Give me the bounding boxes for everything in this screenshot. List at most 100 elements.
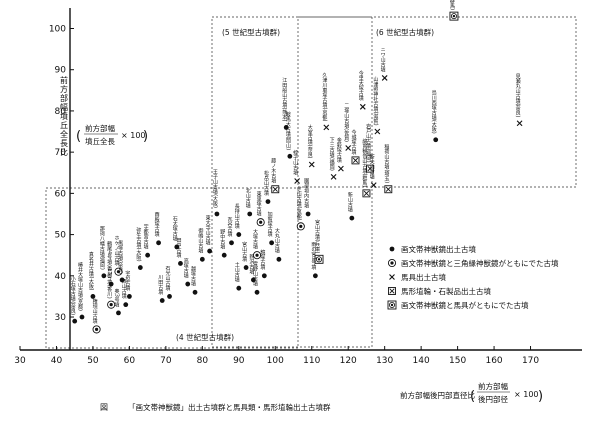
- x-tick-label: 170: [522, 356, 539, 366]
- point-label: 雪野山古墳: [252, 261, 258, 287]
- point-label: 大室古墳(奈良): [307, 124, 313, 159]
- data-point: [265, 199, 271, 205]
- data-point: [308, 161, 315, 168]
- y-formula-multiplier: × 100: [121, 131, 146, 140]
- x-formula-multiplier: × 100: [514, 390, 539, 399]
- data-point: [229, 240, 234, 246]
- point-label: 江田船山古墳(熊本): [281, 77, 287, 122]
- point-label: 土山古墳: [234, 262, 240, 284]
- data-point: [90, 294, 96, 299]
- y-tick-label: 90: [55, 66, 67, 76]
- data-point: [366, 164, 375, 173]
- legend-label: 画文帯神獣鏡と三角縁神獣鏡がともにでた古墳: [401, 258, 559, 268]
- data-point: [370, 182, 377, 189]
- data-point: [72, 318, 78, 324]
- region-4th-century: [45, 187, 299, 349]
- x-tick-label: 110: [303, 356, 320, 366]
- x-tick-label: 140: [413, 356, 430, 366]
- point-label: 宇都宮古墳: [143, 224, 149, 251]
- data-point: [269, 240, 275, 246]
- data-point: [214, 211, 220, 217]
- point-label: 新沢古墳: [248, 253, 254, 275]
- point-label: 13号墳(香川): [106, 268, 112, 298]
- data-point: [199, 256, 205, 262]
- point-label: 今城塚古墳: [350, 129, 356, 156]
- x-tick-label: 70: [160, 356, 172, 366]
- point-label: 下三古墳(福岡): [329, 137, 335, 171]
- x-tick-label: 60: [124, 356, 136, 366]
- point-label: 権現山古墳: [92, 298, 98, 325]
- data-point: [516, 120, 523, 127]
- legend-label: 馬具出土古墳: [401, 272, 446, 282]
- point-label: 加賀塚古墳: [267, 211, 273, 238]
- point-label: 野中古墳: [219, 229, 225, 251]
- point-label: 新山古墳: [347, 191, 353, 213]
- point-label: 東車塚古墳: [256, 191, 262, 218]
- data-point: [296, 222, 305, 231]
- data-point: [126, 294, 132, 299]
- y-ticks: 30 40 50 60 70 80 90 100: [49, 24, 74, 323]
- y-tick-label: 60: [55, 189, 67, 199]
- group-label-5th: (5 世紀型古墳群): [222, 27, 280, 37]
- data-point: [192, 289, 198, 295]
- y-axis-title: 前方部幅墳丘全長比: [60, 75, 69, 157]
- x-formula-open: (: [470, 389, 475, 404]
- y-formula-denominator: 墳丘全長: [85, 136, 115, 146]
- data-point: [271, 185, 280, 194]
- point-label: 見瀬丸山古墳(奈良): [515, 73, 521, 117]
- legend: 画文帯神獣鏡出土古墳画文帯神獣鏡と三角縁神獣鏡がともにでた古墳馬具出土古墳馬形埴…: [387, 244, 559, 310]
- point-label: 田中古墳: [175, 237, 181, 258]
- data-point: [207, 248, 213, 254]
- data-points: [72, 11, 523, 334]
- data-point: [108, 281, 114, 287]
- y-tick-label: 70: [55, 148, 67, 158]
- point-label: 八幡観音塚古墳(群馬): [449, 0, 455, 10]
- data-point: [330, 173, 337, 180]
- data-point: [178, 261, 183, 266]
- data-point: [174, 244, 180, 250]
- y-axis-label: 前方部幅墳丘全長比: [60, 75, 69, 157]
- y-formula-close: ): [143, 129, 148, 144]
- group-label-4th: (4 世紀型古墳群): [176, 332, 234, 342]
- point-label: ホケノ山古墳: [113, 236, 119, 267]
- data-point: [349, 215, 355, 221]
- point-label: 高塚古墳: [183, 257, 189, 279]
- data-point: [107, 300, 116, 309]
- point-label: 真名井古墳(大阪): [88, 251, 94, 291]
- data-point: [123, 302, 129, 308]
- data-point: [243, 265, 249, 270]
- data-point: [221, 252, 227, 258]
- x-tick-label: 150: [449, 356, 466, 366]
- point-label: 松岳山古墳: [263, 170, 269, 197]
- x-tick-label: 90: [233, 356, 245, 366]
- figure-caption: 図 「画文帯神獣鏡」出土古墳群と馬具類・馬形埴輪出土古墳群: [100, 402, 331, 412]
- x-tick-label: 30: [14, 356, 26, 366]
- y-tick-label: 30: [55, 313, 67, 323]
- data-point: [101, 273, 107, 279]
- data-point: [256, 218, 265, 227]
- data-point: [384, 185, 393, 194]
- x-axis-label: 前方部幅後円部直径比: [400, 390, 475, 400]
- data-point: [119, 277, 125, 283]
- group-regions: [45, 16, 577, 349]
- y-formula-open: (: [76, 129, 81, 144]
- data-point: [137, 265, 143, 270]
- data-point: [167, 294, 172, 299]
- data-point: [362, 189, 371, 198]
- point-label: 蛭子山古墳: [292, 149, 298, 176]
- point-label: 断夫山古墳: [369, 154, 375, 181]
- x-tick-label: 130: [376, 356, 393, 366]
- point-label: 弥生古墳(大阪): [135, 227, 141, 262]
- data-point: [250, 277, 256, 283]
- x-tick-label: 120: [340, 356, 357, 366]
- data-point: [449, 11, 459, 21]
- point-label: 芝山古墳(京都): [296, 186, 302, 221]
- point-label: 西山古墳: [121, 279, 127, 300]
- data-point: [359, 103, 366, 110]
- axes: [20, 8, 582, 351]
- point-label: 綿貫観音山古墳(群馬): [361, 138, 367, 188]
- legend-label: 画文帯神獣鏡出土古墳: [401, 244, 476, 254]
- point-label: 那珂八幡古墳(福岡): [99, 225, 105, 270]
- point-label: 大丸山古墳: [274, 228, 280, 255]
- point-label: 西殿塚古墳: [154, 212, 160, 238]
